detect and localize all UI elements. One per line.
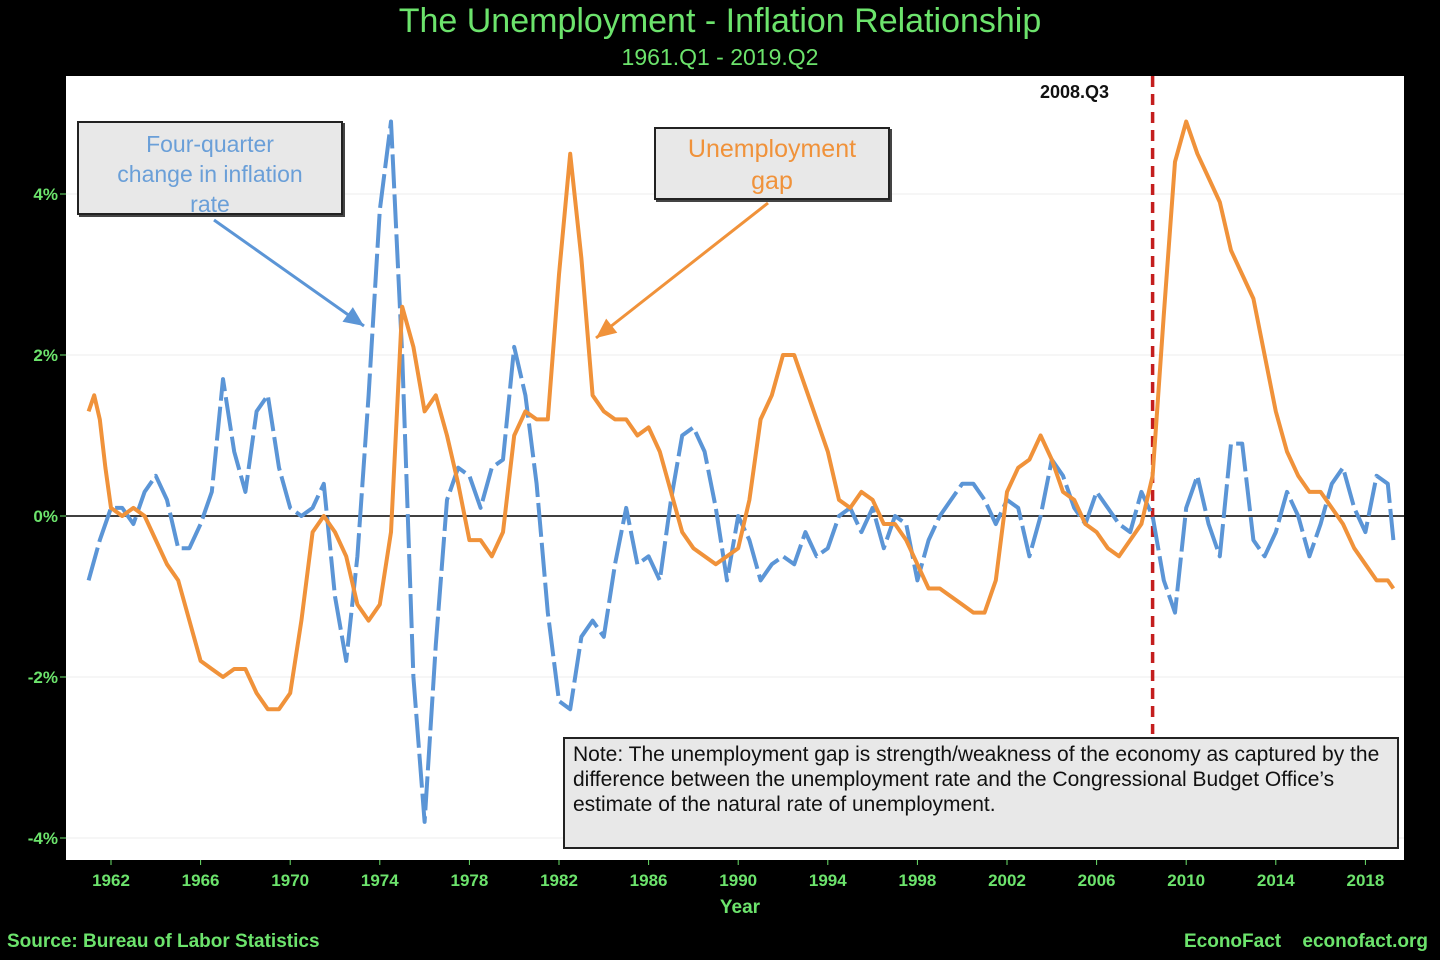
inflation-callout-line-2: change in inflation bbox=[117, 161, 303, 187]
x-tick-label: 2002 bbox=[988, 871, 1026, 890]
gap-callout-arrow bbox=[595, 201, 769, 340]
x-tick-label: 1966 bbox=[182, 871, 220, 890]
x-tick-label: 2014 bbox=[1257, 871, 1295, 890]
x-tick-label: 1970 bbox=[271, 871, 309, 890]
y-axis-ticks: -4% -2% 0% 2% 4% bbox=[28, 185, 66, 848]
x-tick-label: 1962 bbox=[92, 871, 130, 890]
x-tick-label: 1990 bbox=[719, 871, 757, 890]
x-tick-label: 1994 bbox=[809, 871, 847, 890]
x-axis-label: Year bbox=[719, 897, 761, 918]
x-tick-label: 1974 bbox=[361, 871, 399, 890]
series-lines bbox=[86, 119, 1396, 824]
inflation-callout: Four-quarter change in inflation rate bbox=[77, 121, 343, 217]
x-tick-label: 1986 bbox=[630, 871, 668, 890]
credit: EconoFact econofact.org bbox=[1168, 931, 1428, 953]
gap-callout-line-1: Unemployment bbox=[687, 135, 857, 163]
x-tick-label: 2006 bbox=[1078, 871, 1116, 890]
x-tick-label: 1978 bbox=[450, 871, 488, 890]
chart-subtitle: 1961.Q1 - 2019.Q2 bbox=[621, 44, 819, 70]
gap-callout-arrow-shaft bbox=[595, 201, 769, 340]
site-text: econofact.org bbox=[1302, 931, 1428, 952]
y-tick-label: 0% bbox=[33, 507, 58, 526]
gap-callout-arrow-head bbox=[596, 318, 618, 338]
y-tick-label: 2% bbox=[33, 346, 58, 365]
x-tick-label: 2018 bbox=[1346, 871, 1384, 890]
y-tick-label: -4% bbox=[28, 829, 58, 848]
callout-arrows bbox=[213, 201, 769, 340]
inflation-callout-line-3: rate bbox=[190, 191, 230, 217]
brand-text: EconoFact bbox=[1183, 931, 1282, 952]
x-tick-label: 1982 bbox=[540, 871, 578, 890]
chart-title: The Unemployment - Inflation Relationshi… bbox=[398, 2, 1042, 40]
gap-callout-line-2: gap bbox=[751, 167, 793, 195]
inflation-callout-arrow-head bbox=[342, 307, 364, 326]
marker-label: 2008.Q3 bbox=[1040, 82, 1110, 102]
inflation-callout-arrow bbox=[213, 218, 365, 328]
inflation-callout-line-1: Four-quarter bbox=[146, 131, 274, 157]
source-text: Source: Bureau of Labor Statistics bbox=[7, 931, 320, 952]
gap-series-line bbox=[86, 119, 1396, 712]
inflation-callout-arrow-shaft bbox=[213, 218, 365, 328]
y-tick-label: -2% bbox=[28, 668, 58, 687]
y-tick-label: 4% bbox=[33, 185, 58, 204]
x-axis-ticks: 1962 1966 1970 1974 1978 1982 1986 1990 1994 1998… bbox=[92, 860, 1384, 890]
gap-callout: Unemployment gap bbox=[654, 127, 890, 200]
x-tick-label: 2010 bbox=[1167, 871, 1205, 890]
x-tick-label: 1998 bbox=[898, 871, 936, 890]
note-box: Note: The unemployment gap is strength/w… bbox=[563, 737, 1399, 849]
